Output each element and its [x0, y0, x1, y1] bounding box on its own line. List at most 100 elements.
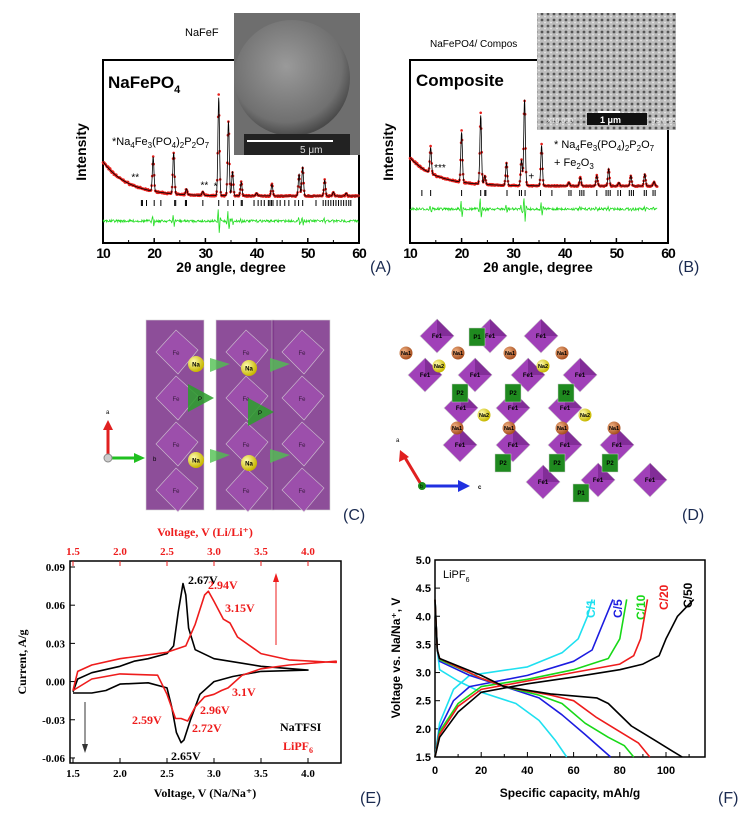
- fe-label: Fe: [172, 397, 180, 403]
- arrow-head: [458, 480, 470, 492]
- na-atom: [503, 346, 517, 360]
- cv-plot-area: 1.5 2.0 2.5 3.0 3.5 4.0 1.5 2.0 2.5 3.0 3.5 4.0 0.09…: [42, 546, 338, 780]
- y-tick-label: 4.5: [416, 583, 431, 595]
- x-tick-label: 100: [657, 765, 675, 777]
- fe-label: Fe: [298, 489, 306, 495]
- na-atom: [578, 408, 592, 422]
- p-tetrahedron: [270, 449, 290, 463]
- p-tetrahedron: [210, 358, 230, 372]
- p-tetrahedron: [210, 449, 230, 463]
- x-axis-label: 2θ angle, degree: [176, 259, 286, 275]
- x-tick-label: 20: [475, 765, 487, 777]
- p-tetrahedron: [248, 398, 274, 426]
- fe-octahedron: [281, 375, 325, 421]
- scale-bar-box: [244, 134, 350, 155]
- p-label: P: [198, 397, 202, 403]
- y-tick-label: 0.09: [46, 562, 66, 574]
- peak-label: 2.94V: [208, 578, 238, 592]
- y-tick-label: 4.0: [416, 611, 431, 623]
- rate-label: C/1: [584, 599, 598, 618]
- cv-curve-natfsi: [72, 582, 309, 744]
- na-atom: [450, 421, 464, 435]
- rate-label: C/50: [681, 582, 695, 608]
- top-x-tick-label: 1.5: [66, 546, 80, 558]
- x-tick-label: 50: [610, 245, 625, 261]
- fe2o3-annotation: + Fe2O3: [554, 157, 594, 171]
- top-x-tick-label: 3.0: [207, 546, 221, 558]
- y-tick-label: -0.03: [42, 715, 65, 727]
- x-axis-label: 2θ angle, degree: [483, 259, 593, 275]
- plot-frame: [69, 560, 342, 764]
- na-label: Na2: [580, 413, 590, 419]
- rate-label: C/5: [611, 599, 625, 618]
- fe-label: Fe: [242, 443, 250, 449]
- y-tick-label: 3.0: [416, 668, 431, 680]
- axis-b-label: b: [420, 484, 423, 490]
- inset-caption: NaFeF: [185, 27, 219, 39]
- peak-label: 2.67V: [188, 573, 218, 587]
- p-tetrahedron: [270, 358, 290, 372]
- panel-label-c: (C): [343, 507, 365, 524]
- top-axis-label: Voltage, V (Li/Li⁺): [157, 525, 253, 539]
- observed-point: [217, 93, 220, 96]
- fe-label: Fe1: [523, 373, 534, 379]
- charge-curve: [434, 599, 628, 758]
- fe-label: Fe: [242, 397, 250, 403]
- arrow-head: [103, 420, 113, 430]
- legend-naTFSI: NaTFSI: [280, 720, 322, 734]
- fe-octahedron-face: [617, 428, 634, 445]
- cv-panel: 1.5 2.0 2.5 3.0 3.5 4.0 1.5 2.0 2.5 3.0 3.5 4.0 0.09…: [15, 525, 381, 807]
- y-tick-label: 5.0: [416, 555, 431, 567]
- na-atom: [432, 359, 446, 373]
- fe-octahedron-face: [650, 463, 667, 480]
- na-label: Na2: [538, 364, 548, 370]
- axis-a-label: a: [106, 410, 110, 416]
- legend-subscript: 6: [309, 746, 313, 755]
- y-tick-label: 0.00: [46, 677, 66, 689]
- axis-origin: [103, 453, 113, 463]
- rate-label: C/20: [657, 584, 671, 610]
- fe-label: Fe1: [536, 334, 547, 340]
- p-label: P2: [606, 461, 614, 467]
- axis-b-label: b: [153, 457, 157, 463]
- p-tetrahedron: [601, 453, 619, 473]
- fe-label: Fe1: [575, 373, 586, 379]
- fe-octahedron: [225, 421, 269, 467]
- x-tick-label: 3.0: [207, 768, 221, 780]
- y-tick-label: 1.5: [416, 752, 431, 764]
- y-tick-label: 3.5: [416, 639, 431, 651]
- peak-label: 2.72V: [192, 721, 222, 735]
- fe-octahedron: [281, 467, 325, 513]
- fe-label: Fe1: [538, 480, 549, 486]
- y-axis-label: Voltage vs. Na/Na⁺, V: [389, 598, 403, 719]
- charge-curve: [434, 599, 593, 758]
- x-tick-label: 30: [199, 245, 214, 261]
- na-label: Na2: [434, 364, 444, 370]
- charge-discharge-panel: 0 20 40 60 80 100 1.5 2.0 2.5 3.0 3.5 4.0 4.5 5.0 C/1 C…: [389, 555, 738, 807]
- scale-bar-box: [587, 113, 647, 125]
- na-atom: [188, 356, 204, 372]
- axis-b-origin: [418, 482, 426, 490]
- panel-label-f: (F): [718, 790, 738, 807]
- arrow-head: [399, 450, 409, 462]
- fe-label: Fe1: [485, 334, 496, 340]
- fe-octahedron: [225, 375, 269, 421]
- impurity-marker: **: [131, 172, 139, 183]
- fe-label: Fe1: [612, 443, 623, 449]
- observed-point: [520, 158, 523, 161]
- x-tick-label: 3.5: [254, 768, 268, 780]
- charge-curve: [434, 599, 649, 758]
- peak-label: 2.59V: [132, 713, 162, 727]
- x-tick-label: 80: [614, 765, 626, 777]
- na-label: Na1: [504, 426, 514, 432]
- x-tick-label: 40: [521, 765, 533, 777]
- fe-octahedron: [225, 329, 269, 375]
- x-tick-label: 50: [301, 245, 316, 261]
- p-label: P2: [562, 391, 570, 397]
- x-tick-label: 40: [250, 245, 265, 261]
- x-tick-label: 1.5: [66, 768, 80, 780]
- fe-label: Fe: [298, 443, 306, 449]
- p-label: P1: [473, 335, 481, 341]
- observed-point: [479, 111, 483, 115]
